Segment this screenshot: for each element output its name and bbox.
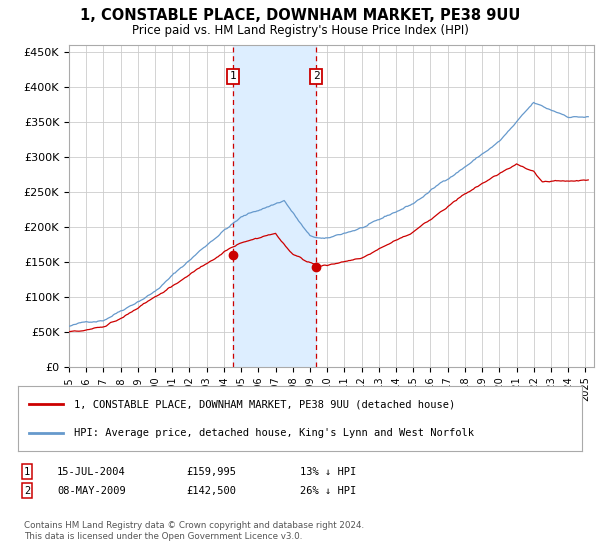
Text: HPI: Average price, detached house, King's Lynn and West Norfolk: HPI: Average price, detached house, King… — [74, 428, 475, 438]
Text: 1, CONSTABLE PLACE, DOWNHAM MARKET, PE38 9UU: 1, CONSTABLE PLACE, DOWNHAM MARKET, PE38… — [80, 8, 520, 24]
Text: 08-MAY-2009: 08-MAY-2009 — [57, 486, 126, 496]
Text: 2: 2 — [313, 71, 320, 81]
Text: 15-JUL-2004: 15-JUL-2004 — [57, 466, 126, 477]
Text: 2: 2 — [24, 486, 30, 496]
Text: 13% ↓ HPI: 13% ↓ HPI — [300, 466, 356, 477]
Text: 1: 1 — [24, 466, 30, 477]
Text: £159,995: £159,995 — [186, 466, 236, 477]
Text: Contains HM Land Registry data © Crown copyright and database right 2024.
This d: Contains HM Land Registry data © Crown c… — [24, 521, 364, 540]
Text: Price paid vs. HM Land Registry's House Price Index (HPI): Price paid vs. HM Land Registry's House … — [131, 24, 469, 36]
Bar — [233, 45, 316, 367]
Text: 1: 1 — [230, 71, 236, 81]
Text: £142,500: £142,500 — [186, 486, 236, 496]
Text: 1, CONSTABLE PLACE, DOWNHAM MARKET, PE38 9UU (detached house): 1, CONSTABLE PLACE, DOWNHAM MARKET, PE38… — [74, 399, 455, 409]
Text: 26% ↓ HPI: 26% ↓ HPI — [300, 486, 356, 496]
